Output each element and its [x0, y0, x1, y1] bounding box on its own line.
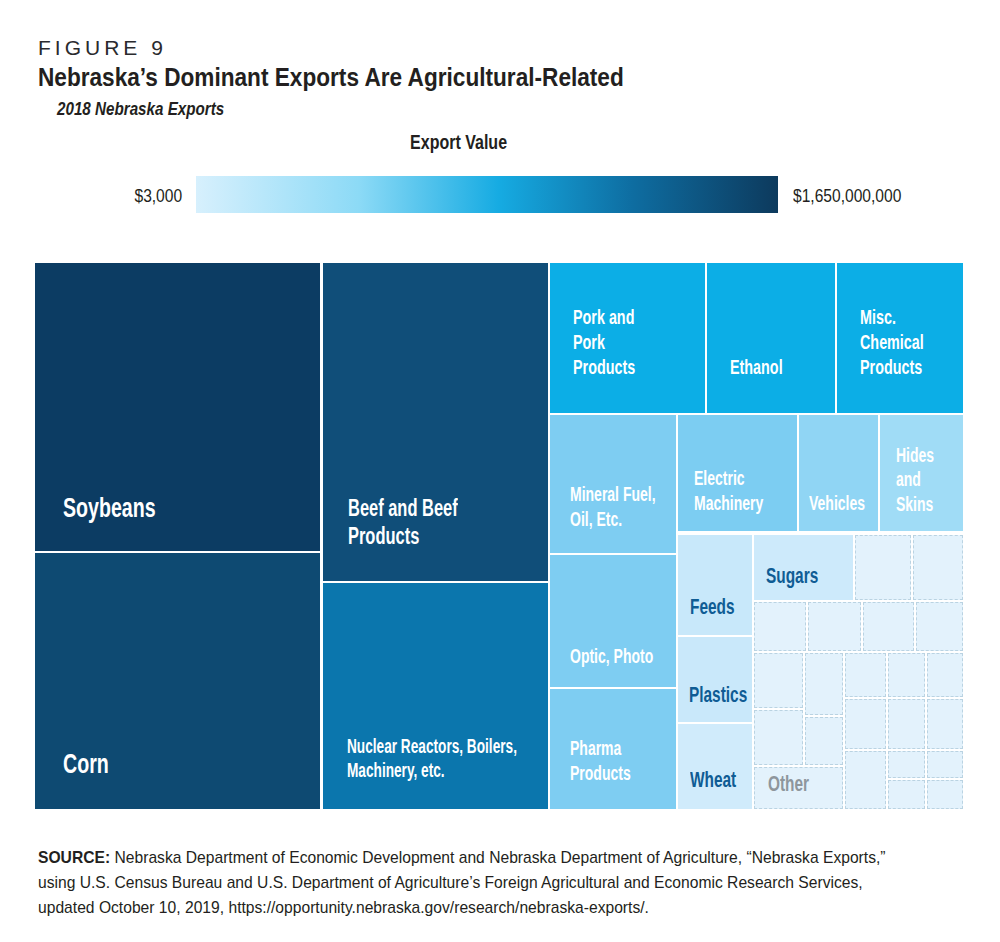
treemap-cell-other-item	[845, 751, 886, 809]
figure-subtitle: 2018 Nebraska Exports	[57, 98, 266, 120]
legend-gradient-bar	[196, 176, 778, 213]
treemap-cell-label: Soybeans	[63, 491, 195, 525]
treemap-cell-beef-and-beef-products: Beef and Beef Products	[323, 263, 548, 581]
treemap-cell-label: Hides and Skins	[896, 443, 950, 516]
figure-page: FIGURE 9 Nebraska’s Dominant Exports Are…	[0, 0, 1000, 942]
treemap-cell-other-item	[927, 780, 963, 809]
treemap-cell-other-item	[808, 602, 861, 651]
treemap-cell-ethanol: Ethanol	[707, 263, 835, 413]
treemap-cell-other-item	[754, 710, 803, 765]
treemap-cell-pharma-products: Pharma Products	[550, 689, 676, 809]
treemap-cell-hides-and-skins: Hides and Skins	[880, 415, 963, 531]
treemap-cell-other-item	[927, 653, 963, 697]
treemap-cell-label: Electric Machinery	[694, 466, 793, 515]
treemap-cell-other-item	[855, 535, 911, 600]
treemap-cell-optic-photo: Optic, Photo	[550, 555, 676, 687]
treemap-cell-other: Other	[754, 767, 843, 809]
treemap-cell-label: Vehicles	[809, 491, 889, 515]
treemap-cell-mineral-fuel-oil: Mineral Fuel, Oil, Etc.	[550, 415, 676, 553]
treemap-cell-label: Sugars	[766, 563, 841, 590]
treemap-cell-electric-machinery: Electric Machinery	[678, 415, 797, 531]
treemap-cell-feeds: Feeds	[678, 535, 752, 635]
treemap-cell-label: Optic, Photo	[570, 644, 689, 668]
treemap-cell-other-item	[863, 602, 914, 651]
treemap-cell-pork-and-pork-products: Pork and Pork Products	[550, 263, 705, 413]
legend-title: Export Value	[168, 131, 750, 154]
treemap-cell-label: Other	[768, 771, 827, 798]
treemap-cell-plastics: Plastics	[678, 637, 752, 722]
treemap-cell-label: Pharma Products	[570, 736, 657, 785]
treemap-cell-other-item	[845, 699, 886, 749]
treemap-cell-other-item	[754, 602, 806, 651]
treemap-cell-other-item	[888, 751, 925, 778]
source-note: SOURCE: Nebraska Department of Economic …	[38, 845, 959, 920]
treemap-cell-sugars: Sugars	[754, 535, 853, 600]
treemap-cell-other-item	[916, 602, 963, 651]
treemap-cell-other-item	[754, 653, 803, 708]
treemap-cell-other-item	[888, 699, 925, 749]
legend-min-value: $3,000	[60, 186, 182, 205]
treemap-cell-other-item	[913, 535, 963, 600]
treemap-cell-other-item	[888, 653, 925, 697]
treemap-cell-label: Mineral Fuel, Oil, Etc.	[570, 482, 692, 531]
treemap-cell-label: Beef and Beef Products	[348, 494, 505, 551]
treemap-cell-wheat: Wheat	[678, 724, 752, 809]
figure-number: FIGURE 9	[38, 36, 167, 60]
treemap-cell-other-item	[927, 699, 963, 749]
treemap-cell-label: Wheat	[690, 767, 756, 794]
treemap-cell-other-item	[927, 751, 963, 778]
treemap-cell-label: Misc. Chemical Products	[860, 304, 951, 379]
treemap-cell-label: Feeds	[690, 594, 754, 621]
treemap-cell-other-item	[805, 653, 843, 715]
treemap-cell-label: Ethanol	[730, 354, 805, 379]
treemap-chart: Soybeans Corn Beef and Beef Products Nuclea…	[35, 263, 963, 809]
treemap-cell-vehicles: Vehicles	[799, 415, 878, 531]
treemap-cell-soybeans: Soybeans	[35, 263, 320, 551]
source-label: SOURCE:	[38, 848, 110, 867]
treemap-cell-label: Pork and Pork Products	[573, 304, 662, 379]
treemap-cell-misc-chemical-products: Misc. Chemical Products	[837, 263, 963, 413]
treemap-cell-nuclear-reactors-boilers-machinery: Nuclear Reactors, Boilers, Machinery, et…	[323, 583, 548, 809]
treemap-cell-other-item	[805, 717, 843, 765]
legend-max-value: $1,650,000,000	[793, 186, 925, 205]
treemap-cell-corn: Corn	[35, 553, 320, 809]
treemap-cell-label: Corn	[63, 747, 128, 781]
treemap-cell-other-item	[888, 780, 925, 809]
figure-title: Nebraska’s Dominant Exports Are Agricult…	[38, 62, 711, 93]
treemap-cell-other-item	[845, 653, 886, 697]
